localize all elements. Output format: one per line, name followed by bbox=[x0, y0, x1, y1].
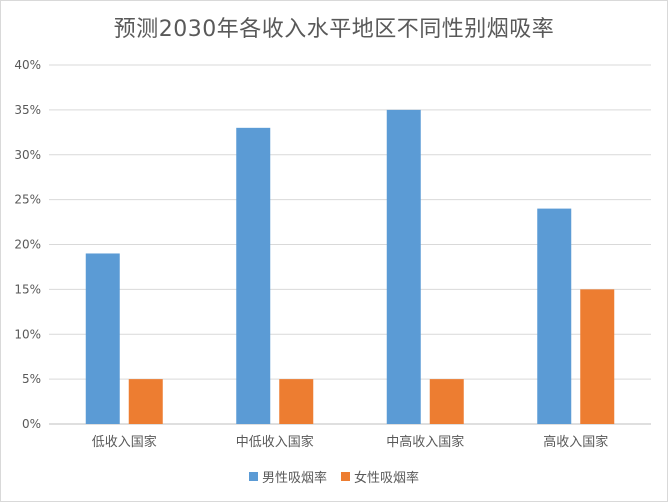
bar-female bbox=[580, 289, 615, 424]
bar-female bbox=[279, 379, 314, 424]
y-tick-label: 15% bbox=[14, 282, 41, 296]
x-tick-label: 中低收入国家 bbox=[236, 434, 314, 450]
y-tick-label: 30% bbox=[14, 148, 41, 162]
y-tick-label: 20% bbox=[14, 238, 41, 252]
bar-male bbox=[537, 208, 572, 424]
legend-item-female: 女性吸烟率 bbox=[341, 467, 419, 486]
chart-title: 预测2030年各收入水平地区不同性别烟吸率 bbox=[113, 17, 555, 42]
bar-male bbox=[386, 109, 421, 424]
y-tick-label: 40% bbox=[14, 58, 41, 72]
bar-female bbox=[429, 379, 464, 424]
y-tick-label: 10% bbox=[14, 327, 41, 341]
y-tick-label: 0% bbox=[22, 417, 41, 431]
bar-female bbox=[128, 379, 163, 424]
y-tick-label: 25% bbox=[14, 193, 41, 207]
legend-label-female: 女性吸烟率 bbox=[354, 471, 420, 486]
chart-legend: 男性吸烟率 女性吸烟率 bbox=[1, 467, 667, 486]
bar-male bbox=[236, 127, 271, 424]
y-tick-label: 35% bbox=[14, 103, 41, 117]
legend-swatch-female bbox=[341, 472, 350, 481]
x-tick-label: 高收入国家 bbox=[543, 434, 608, 450]
legend-label-male: 男性吸烟率 bbox=[261, 471, 327, 486]
legend-item-male: 男性吸烟率 bbox=[248, 467, 327, 486]
legend-swatch-male bbox=[248, 472, 258, 481]
bar-male bbox=[85, 253, 120, 424]
x-tick-label: 中高收入国家 bbox=[386, 434, 464, 450]
y-tick-label: 5% bbox=[22, 372, 41, 386]
x-tick-label: 低收入国家 bbox=[92, 434, 157, 450]
